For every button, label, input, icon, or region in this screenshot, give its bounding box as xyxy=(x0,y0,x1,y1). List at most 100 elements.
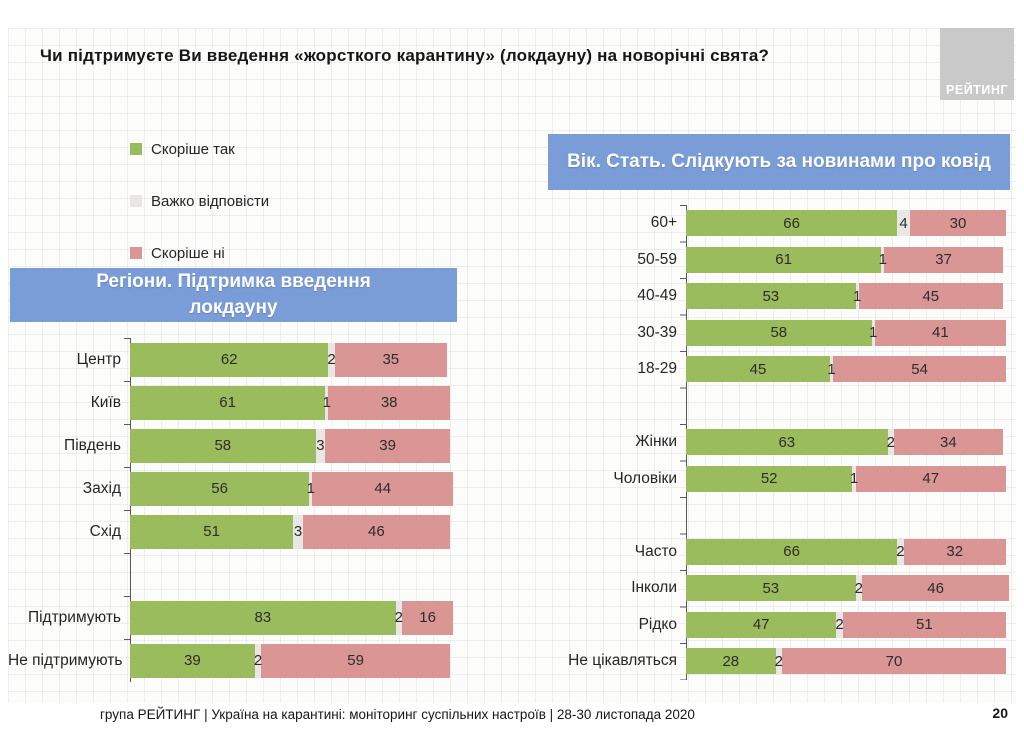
bar-segment-dontknow: 1 xyxy=(306,471,315,506)
stacked-bar: 58 3 39 xyxy=(130,428,450,463)
bar-segment-no: 35 xyxy=(334,342,447,377)
bar-segment-yes: 39 xyxy=(130,643,255,678)
chart-row-spacer xyxy=(554,388,1009,425)
chart-title-age-gender-text: Вік. Стать. Слідкують за новинами про ко… xyxy=(567,151,991,173)
bar-segment-dontknow: 2 xyxy=(327,342,336,377)
bar-value-label: 1 xyxy=(878,251,887,269)
legend-item-no: Скоріше ні xyxy=(130,244,269,262)
stacked-bar: 52 1 47 xyxy=(686,465,1006,492)
bar-segment-dontknow: 2 xyxy=(855,575,863,602)
bar-value-label: 2 xyxy=(253,652,263,669)
bar-segment-yes: 56 xyxy=(130,471,310,506)
category-label: Центр xyxy=(76,350,121,368)
legend-label: Важко відповісти xyxy=(151,192,270,210)
bar-segment-yes: 66 xyxy=(686,538,898,565)
bar-value-label: 34 xyxy=(940,433,957,451)
bar-value-label: 62 xyxy=(220,351,238,368)
chart-row: Схід 51 3 46 xyxy=(8,510,453,553)
bar-segment-no: 44 xyxy=(312,471,454,506)
legend-swatch-no-icon xyxy=(130,247,142,259)
chart-row-spacer xyxy=(554,497,1009,534)
chart-row: Підтримують 83 2 16 xyxy=(8,596,454,639)
chart-title-age-gender: Вік. Стать. Слідкують за новинами про ко… xyxy=(548,134,1010,190)
bar-value-label: 1 xyxy=(827,360,836,378)
stacked-bar: 62 2 35 xyxy=(130,342,447,377)
bar-segment-yes: 58 xyxy=(130,428,316,463)
bar-value-label: 2 xyxy=(774,652,783,670)
chart-row: Київ 61 1 38 xyxy=(8,381,453,424)
bar-value-label: 70 xyxy=(885,652,903,670)
bar-value-label: 16 xyxy=(419,609,436,626)
bar-segment-no: 32 xyxy=(903,538,1006,565)
bar-value-label: 47 xyxy=(752,616,770,634)
page-number: 20 xyxy=(992,705,1008,721)
bar-value-label: 54 xyxy=(911,360,928,378)
bar-segment-no: 38 xyxy=(328,385,450,420)
category-label: Інколи xyxy=(631,579,677,597)
stacked-bar: 66 2 32 xyxy=(686,538,1006,565)
bar-segment-dontknow: 1 xyxy=(827,356,836,383)
bar-value-label: 28 xyxy=(722,652,740,670)
bar-value-label: 1 xyxy=(306,480,315,497)
stacked-bar: 61 1 38 xyxy=(130,385,450,420)
chart-row: 30-39 58 1 41 xyxy=(554,315,1009,352)
bar-segment-dontknow: 1 xyxy=(323,385,331,420)
stacked-bar: 58 1 41 xyxy=(686,319,1006,346)
bar-value-label: 59 xyxy=(347,652,364,669)
bar-segment-yes: 53 xyxy=(686,575,856,602)
bar-value-label: 39 xyxy=(379,437,396,454)
category-label: Підтримують xyxy=(27,608,121,626)
bar-segment-yes: 28 xyxy=(686,648,776,675)
bar-value-label: 35 xyxy=(382,351,400,368)
bar-segment-no: 41 xyxy=(874,319,1006,346)
chart-row: Чоловіки 52 1 47 xyxy=(554,461,1009,498)
bar-segment-dontknow: 2 xyxy=(886,429,895,456)
bar-value-label: 1 xyxy=(853,287,862,305)
bar-value-label: 45 xyxy=(922,287,940,305)
chart-title-regions-text: Регіони. Підтримка введення локдауну xyxy=(96,271,371,318)
bar-segment-dontknow: 1 xyxy=(869,319,877,346)
chart-row: Не цікавляться 28 2 70 xyxy=(554,643,1009,680)
bar-segment-dontknow: 1 xyxy=(850,465,858,492)
category-label: 30-39 xyxy=(637,323,677,341)
category-label: Часто xyxy=(634,542,677,560)
legend-label: Скоріше так xyxy=(151,140,235,158)
bar-value-label: 61 xyxy=(219,394,236,411)
bar-value-label: 37 xyxy=(935,251,952,269)
bar-value-label: 32 xyxy=(946,543,964,561)
bar-segment-no: 51 xyxy=(842,611,1006,638)
bar-segment-no: 39 xyxy=(325,428,450,463)
category-label: Не підтримують xyxy=(8,651,123,669)
chart-row: Центр 62 2 35 xyxy=(8,338,453,381)
bar-value-label: 2 xyxy=(886,433,895,451)
rating-logo-text: РЕЙТИНГ xyxy=(946,83,1008,97)
stacked-bar: 66 4 30 xyxy=(686,210,1006,237)
footer-source: група РЕЙТИНГ | Україна на карантині: мо… xyxy=(100,707,695,722)
y-axis xyxy=(124,338,131,682)
bar-segment-yes: 61 xyxy=(130,385,326,420)
category-label: Чоловіки xyxy=(613,469,677,487)
category-label: 60+ xyxy=(650,214,677,232)
legend-swatch-yes-icon xyxy=(130,143,142,155)
bar-segment-no: 70 xyxy=(781,648,1006,675)
bar-segment-no: 37 xyxy=(884,246,1003,273)
bar-value-label: 30 xyxy=(949,214,967,232)
bar-value-label: 39 xyxy=(184,652,201,669)
bar-segment-dontknow: 1 xyxy=(853,283,862,310)
bar-value-label: 58 xyxy=(770,324,788,342)
stacked-bar: 56 1 44 xyxy=(130,471,454,506)
bar-value-label: 66 xyxy=(783,543,800,561)
bar-value-label: 53 xyxy=(762,579,780,597)
stacked-bar: 61 1 37 xyxy=(686,246,1003,273)
stacked-bar: 45 1 54 xyxy=(686,356,1006,383)
bar-value-label: 63 xyxy=(778,433,796,451)
bar-value-label: 66 xyxy=(783,214,800,232)
bar-value-label: 51 xyxy=(916,616,933,634)
bar-value-label: 3 xyxy=(316,437,325,454)
category-label: 50-59 xyxy=(637,250,677,268)
bar-segment-dontknow: 2 xyxy=(395,600,403,635)
bar-value-label: 38 xyxy=(380,394,398,411)
bar-segment-no: 16 xyxy=(401,600,454,635)
chart-row: 50-59 61 1 37 xyxy=(554,242,1009,279)
bar-segment-yes: 51 xyxy=(130,514,294,549)
